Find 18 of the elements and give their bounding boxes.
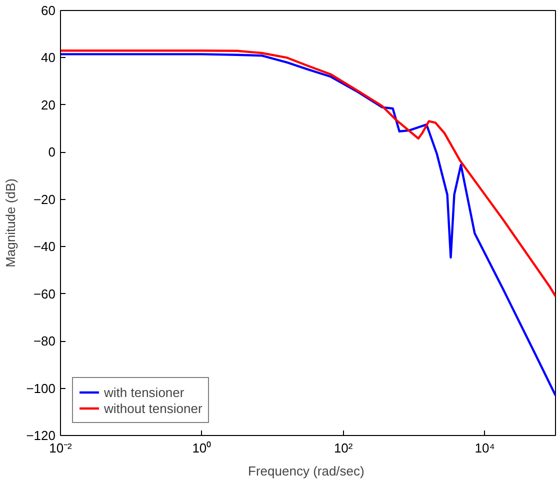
y-tick-label: 60 bbox=[41, 3, 56, 18]
y-tick-label: −120 bbox=[26, 428, 56, 443]
y-tick-label: 0 bbox=[48, 144, 56, 160]
x-tick-label: 10⁰ bbox=[192, 440, 212, 456]
y-tick-label: −20 bbox=[33, 192, 56, 207]
y-tick-label: 20 bbox=[41, 97, 56, 112]
x-tick-label: 10² bbox=[334, 440, 354, 456]
y-axis-title: Magnitude (dB) bbox=[3, 178, 18, 268]
legend-label: with tensioner bbox=[104, 384, 184, 400]
y-tick-label: −40 bbox=[33, 239, 56, 254]
legend-label: without tensioner bbox=[104, 400, 202, 416]
x-tick-label: 10⁻² bbox=[49, 440, 73, 456]
y-tick-label: −100 bbox=[26, 380, 56, 396]
x-tick-label: 10⁴ bbox=[474, 440, 495, 456]
y-tick-label: −80 bbox=[33, 334, 56, 349]
y-tick-label: 40 bbox=[41, 50, 56, 66]
y-tick-label: −60 bbox=[33, 286, 56, 302]
x-axis-title: Frequency (rad/sec) bbox=[248, 464, 364, 478]
